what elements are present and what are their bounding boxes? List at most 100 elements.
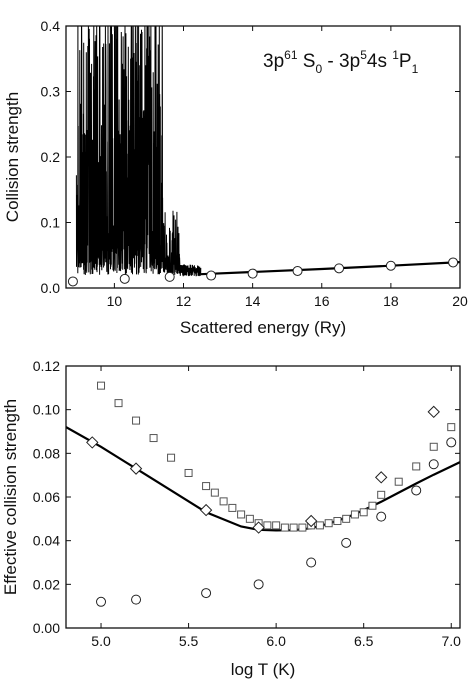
- bottom-square-point: [394, 477, 403, 486]
- bottom-square-point: [298, 523, 307, 532]
- bottom-diamond-point: [304, 514, 318, 528]
- bottom-square-point: [184, 468, 193, 477]
- bottom-square-point: [228, 503, 237, 512]
- top-circle-point: [385, 260, 396, 271]
- bottom-plot-frame: [65, 365, 461, 629]
- bottom-square-point: [97, 381, 106, 390]
- top-circle-point: [164, 271, 175, 282]
- top-circle-point: [67, 276, 78, 287]
- bottom-square-point: [447, 423, 456, 432]
- bottom-circle-point: [253, 579, 264, 590]
- top-circle-point: [334, 263, 345, 274]
- bottom-square-point: [333, 517, 342, 526]
- bottom-circle-point: [428, 459, 439, 470]
- annot-base-0: 3p: [263, 51, 284, 72]
- bottom-x-tick-label: 6.5: [354, 633, 374, 649]
- top-y-tick-label: 0.2: [41, 149, 61, 165]
- annot-sup-3: 1: [392, 48, 399, 62]
- bottom-y-tick-label: 0.00: [33, 620, 60, 636]
- bottom-square-point: [272, 521, 281, 530]
- bottom-circle-point: [201, 588, 212, 599]
- bottom-series-group: [66, 381, 460, 607]
- top-circle-point: [206, 270, 217, 281]
- bottom-square-point: [132, 416, 141, 425]
- bottom-square-point: [202, 482, 211, 491]
- bottom-square-point: [263, 521, 272, 530]
- bottom-y-axis-title: Effective collision strength: [1, 399, 20, 595]
- top-x-tick-label: 14: [245, 293, 261, 309]
- bottom-square-point: [237, 510, 246, 519]
- annot-base-4: P: [399, 51, 412, 72]
- bottom-square-point: [219, 497, 228, 506]
- top-series-line: [200, 261, 460, 276]
- bottom-circle-point: [306, 557, 317, 568]
- top-x-axis-title: Scattered energy (Ry): [180, 318, 346, 337]
- bottom-square-point: [210, 488, 219, 497]
- bottom-diamond-point: [129, 462, 143, 475]
- bottom-square-point: [167, 453, 176, 462]
- bottom-square-point: [412, 462, 421, 471]
- bottom-diamond-point: [427, 405, 440, 419]
- top-circle-point: [119, 273, 130, 284]
- bottom-y-tick-label: 0.10: [33, 402, 60, 418]
- bottom-square-point: [114, 399, 123, 408]
- annot-sub-0: 0: [315, 62, 322, 76]
- bottom-circle-point: [131, 594, 142, 605]
- top-y-tick-label: 0.1: [41, 215, 61, 231]
- annot-base-1: S: [298, 51, 316, 72]
- bottom-square-point: [289, 523, 298, 532]
- bottom-square-point: [280, 523, 289, 532]
- bottom-circle-point: [376, 511, 387, 522]
- bottom-y-tick-label: 0.04: [33, 533, 60, 549]
- top-circle-point: [448, 257, 459, 268]
- bottom-diamond-point: [86, 436, 99, 449]
- bottom-square-point: [429, 442, 438, 451]
- bottom-diamond-point: [374, 471, 388, 484]
- top-x-tick-label: 12: [176, 293, 192, 309]
- annot-sup-0: 6: [284, 48, 291, 62]
- top-x-tick-label: 16: [314, 293, 330, 309]
- bottom-circle-point: [411, 485, 422, 496]
- bottom-x-tick-label: 7.0: [442, 633, 462, 649]
- bottom-circle-point: [446, 437, 457, 448]
- bottom-diamond-point: [199, 503, 213, 517]
- collision-strength-chart: 10 12 14 16 18 200.00.10.20.30.4 Scattered en…: [3, 18, 468, 337]
- top-circle-point: [247, 268, 258, 279]
- top-y-tick-label: 0.3: [41, 84, 61, 100]
- bottom-y-tick-label: 0.08: [33, 445, 60, 461]
- top-circle-point: [292, 265, 303, 276]
- bottom-square-point: [315, 521, 324, 530]
- top-y-tick-label: 0.0: [41, 280, 61, 296]
- bottom-axis-ticks: 5.0 5.5 6.0 6.5 7.0 0.00 0.02 0.04 0.06 0.08 0.10 0…: [33, 358, 461, 649]
- bottom-x-tick-label: 6.0: [266, 633, 286, 649]
- bottom-x-axis-title: log T (K): [231, 660, 296, 679]
- bottom-y-tick-label: 0.06: [33, 489, 60, 505]
- bottom-circle-point: [96, 596, 107, 607]
- bottom-y-tick-label: 0.12: [33, 358, 60, 374]
- top-x-tick-label: 10: [107, 293, 123, 309]
- top-chart-marks: [67, 26, 460, 287]
- bottom-square-point: [359, 508, 368, 517]
- bottom-square-point: [245, 514, 254, 523]
- bottom-x-tick-label: 5.0: [91, 633, 111, 649]
- transition-annotation: 3p61 S0 - 3p54s 1P1: [263, 48, 419, 76]
- bottom-diamond-point: [252, 521, 265, 534]
- annot-base-2: - 3p: [322, 51, 360, 72]
- top-y-axis-title: Collision strength: [3, 92, 22, 222]
- bottom-square-point: [324, 519, 333, 528]
- top-x-tick-label: 18: [383, 293, 399, 309]
- bottom-circle-point: [341, 537, 352, 548]
- top-y-tick-label: 0.4: [41, 18, 61, 34]
- effective-collision-strength-chart: 5.0 5.5 6.0 6.5 7.0 0.00 0.02 0.04 0.06 0.08 0.10 0…: [1, 358, 461, 679]
- bottom-square-point: [342, 514, 351, 523]
- bottom-square-point: [149, 434, 158, 443]
- bottom-square-point: [377, 490, 386, 499]
- bottom-chart-marks: [66, 381, 460, 607]
- bottom-square-point: [350, 510, 359, 519]
- top-series-group: [67, 26, 460, 287]
- top-axis-ticks: 10 12 14 16 18 200.00.10.20.30.4: [41, 18, 468, 309]
- top-resonance-line: [75, 26, 202, 277]
- annot-sub-1: 1: [412, 62, 419, 76]
- annot-base-3: 4s: [367, 51, 392, 72]
